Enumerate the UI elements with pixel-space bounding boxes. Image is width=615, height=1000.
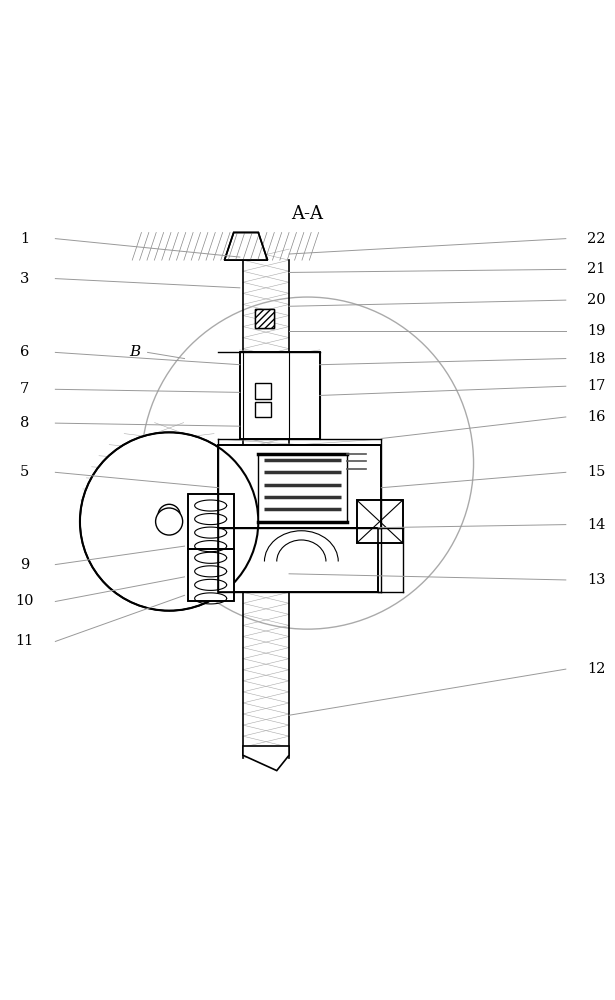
Text: 12: 12 — [587, 662, 606, 676]
Text: 18: 18 — [587, 352, 606, 366]
Bar — [357, 500, 403, 543]
Bar — [188, 494, 234, 549]
Text: 11: 11 — [15, 634, 34, 648]
Text: 20: 20 — [587, 293, 606, 307]
Text: A-A: A-A — [292, 205, 323, 223]
Bar — [188, 549, 234, 601]
Bar — [258, 454, 347, 522]
Polygon shape — [224, 232, 268, 260]
Circle shape — [156, 508, 183, 535]
Text: 5: 5 — [20, 465, 30, 479]
Text: 9: 9 — [20, 558, 30, 572]
Text: 10: 10 — [15, 594, 34, 608]
Text: 1: 1 — [20, 232, 29, 246]
Text: B: B — [130, 345, 141, 359]
Text: 6: 6 — [20, 345, 30, 359]
Text: 16: 16 — [587, 410, 606, 424]
Bar — [218, 445, 381, 528]
Text: 19: 19 — [587, 324, 606, 338]
Text: 8: 8 — [20, 416, 30, 430]
Text: 7: 7 — [20, 382, 30, 396]
Bar — [255, 309, 274, 328]
Text: 14: 14 — [587, 518, 606, 532]
Bar — [240, 352, 320, 438]
Bar — [255, 309, 274, 328]
Bar — [255, 402, 271, 417]
Text: 22: 22 — [587, 232, 606, 246]
Bar — [218, 528, 378, 592]
Circle shape — [80, 432, 258, 611]
Bar — [255, 383, 271, 399]
Bar — [218, 445, 381, 528]
Bar — [357, 500, 403, 543]
Bar — [188, 494, 234, 549]
Text: 13: 13 — [587, 573, 606, 587]
Text: 21: 21 — [587, 262, 606, 276]
Bar — [240, 352, 320, 438]
Polygon shape — [243, 746, 289, 771]
Text: 17: 17 — [587, 379, 606, 393]
Circle shape — [158, 504, 180, 526]
Bar — [188, 549, 234, 601]
Bar — [218, 528, 378, 592]
Text: 15: 15 — [587, 465, 606, 479]
Text: 3: 3 — [20, 272, 30, 286]
